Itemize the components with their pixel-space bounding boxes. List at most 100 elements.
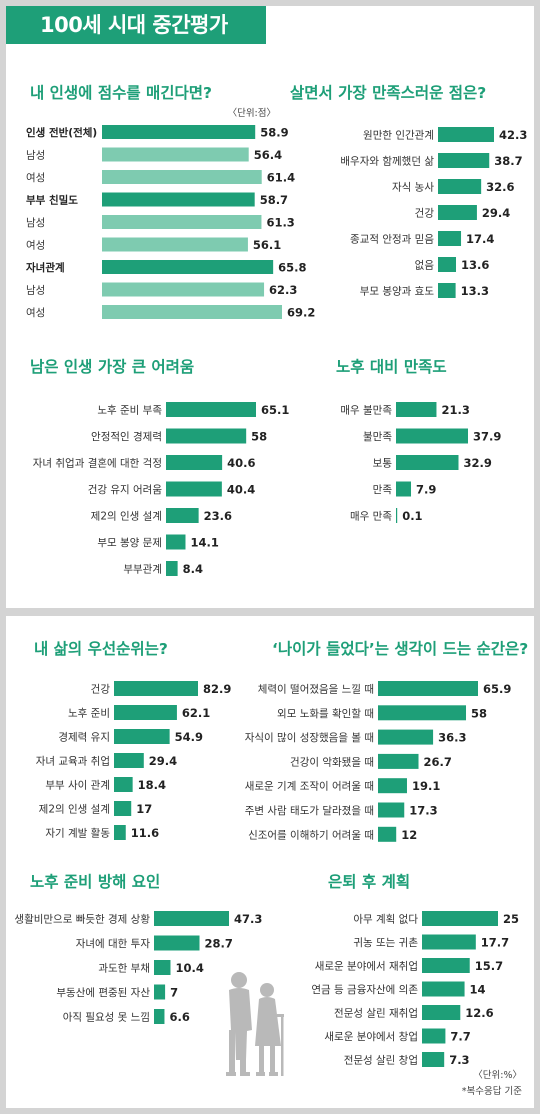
value-label: 7.7 xyxy=(450,1030,470,1044)
chart-title-retire-plan: 은퇴 후 계획 xyxy=(328,872,410,891)
category-label: 자녀에 대한 투자 xyxy=(76,938,151,950)
bar xyxy=(422,911,498,926)
bar xyxy=(396,428,468,444)
value-label: 17 xyxy=(136,802,152,816)
category-label: 주변 사람 태도가 달라졌을 때 xyxy=(245,804,374,817)
bar xyxy=(154,911,229,926)
category-label: 신조어를 이해하기 어려울 때 xyxy=(248,828,374,841)
page-title: 100세 시대 중간평가 xyxy=(6,6,266,44)
value-label: 65.8 xyxy=(278,261,306,275)
elderly-couple-illustration xyxy=(226,972,284,1076)
category-label: 체력이 떨어졌음을 느낄 때 xyxy=(258,683,374,696)
value-label: 17.7 xyxy=(481,936,509,950)
value-label: 14.1 xyxy=(190,536,218,550)
value-label: 17.4 xyxy=(466,232,494,246)
category-label: 과도한 부채 xyxy=(98,963,150,975)
bar xyxy=(422,1028,446,1044)
bar xyxy=(438,179,482,194)
value-label: 15.7 xyxy=(475,959,503,973)
bar xyxy=(102,125,256,139)
bar xyxy=(396,402,437,417)
chart-satisfaction: 원만한 인간관계 42.3 배우자와 함께했던 삶 38.7 자식 농사 32.6 건강 29… xyxy=(340,127,527,298)
value-label: 65.9 xyxy=(483,682,511,696)
category-label: 자식이 많이 성장했음을 볼 때 xyxy=(245,732,374,744)
bar xyxy=(438,283,456,298)
category-label: 부모 봉양 문제 xyxy=(97,537,162,549)
value-label: 14 xyxy=(470,983,486,997)
bar xyxy=(102,147,249,162)
bar xyxy=(422,981,465,997)
chart-title-obstacles: 노후 준비 방해 요인 xyxy=(30,872,160,891)
value-label: 58.9 xyxy=(260,126,288,140)
value-label: 17.3 xyxy=(409,804,437,818)
multi-response-note: *복수응답 기준 xyxy=(462,1085,522,1097)
value-label: 32.9 xyxy=(464,456,492,470)
bar xyxy=(102,260,274,274)
value-label: 7.3 xyxy=(449,1053,469,1067)
unit-note-points: 〈단위:점〉 xyxy=(228,107,276,119)
value-label: 58 xyxy=(251,430,267,444)
value-label: 10.4 xyxy=(175,961,203,975)
bar xyxy=(154,1009,165,1024)
value-label: 0.1 xyxy=(402,509,422,523)
bar xyxy=(378,802,405,818)
category-label: 노후 준비 부족 xyxy=(97,405,162,417)
bar xyxy=(438,127,494,142)
bar xyxy=(422,1005,461,1020)
category-label: 생활비만으로 빠듯한 경제 상황 xyxy=(14,913,150,926)
bar xyxy=(438,231,462,246)
bar xyxy=(396,455,459,470)
value-label: 61.3 xyxy=(266,216,294,230)
bar xyxy=(438,153,490,168)
bar xyxy=(154,960,171,975)
category-label: 남성 xyxy=(26,285,45,297)
value-label: 26.7 xyxy=(424,755,452,769)
bar xyxy=(166,508,199,523)
chart-retire_plan: 아무 계획 없다 25 귀농 또는 귀촌 17.7 새로운 분야에서 재취업 15.7 연금… xyxy=(311,911,519,1067)
category-label: 종교적 안정과 믿음 xyxy=(350,234,434,246)
chart-title-score: 내 인생에 점수를 매긴다면? xyxy=(30,83,212,102)
value-label: 62.1 xyxy=(182,706,210,720)
bar xyxy=(378,778,407,794)
category-label: 노후 준비 xyxy=(68,708,110,720)
category-label: 외모 노화를 확인할 때 xyxy=(277,707,374,720)
bar xyxy=(378,729,434,745)
bar xyxy=(154,984,166,1000)
chart-priority: 건강 82.9 노후 준비 62.1 경제력 유지 54.9 자녀 교육과 취업 29.4 부부… xyxy=(36,681,231,840)
bar xyxy=(102,305,282,319)
value-label: 61.4 xyxy=(267,171,295,185)
value-label: 54.9 xyxy=(175,730,203,744)
category-label: 건강이 악화됐을 때 xyxy=(290,756,374,768)
bar xyxy=(422,934,476,950)
category-label: 연금 등 금융자산에 의존 xyxy=(311,984,418,996)
value-label: 58.7 xyxy=(260,193,288,207)
category-label: 자녀 취업과 결혼에 대한 걱정 xyxy=(33,457,162,470)
bar xyxy=(114,825,126,840)
category-label: 부모 봉양과 효도 xyxy=(360,286,435,298)
category-label: 아직 필요성 못 느낌 xyxy=(63,1012,150,1024)
value-label: 37.9 xyxy=(473,430,501,444)
bar xyxy=(102,215,262,229)
value-label: 56.4 xyxy=(254,148,282,162)
bar xyxy=(422,958,470,973)
category-label: 배우자와 함께했던 삶 xyxy=(340,156,434,168)
value-label: 56.1 xyxy=(253,238,281,252)
bar xyxy=(102,192,255,207)
chart-title-retire-satisfaction: 노후 대비 만족도 xyxy=(336,357,447,376)
value-label: 29.4 xyxy=(149,754,177,768)
bar xyxy=(166,561,178,576)
value-label: 36.3 xyxy=(438,731,466,745)
bar xyxy=(378,753,419,769)
category-label: 남성 xyxy=(26,150,45,162)
category-label: 전문성 살린 창업 xyxy=(344,1054,418,1067)
category-label: 경제력 유지 xyxy=(58,731,110,744)
value-label: 28.7 xyxy=(205,937,233,951)
value-label: 62.3 xyxy=(269,283,297,297)
value-label: 8.4 xyxy=(183,562,203,576)
chart-obstacles: 생활비만으로 빠듯한 경제 상황 47.3 자녀에 대한 투자 28.7 과도한 부채 1… xyxy=(14,911,262,1024)
value-label: 6.6 xyxy=(169,1010,189,1024)
value-label: 40.4 xyxy=(227,483,255,497)
bar xyxy=(166,455,223,470)
value-label: 13.6 xyxy=(461,258,489,272)
chart-difficulty: 노후 준비 부족 65.1 안정적인 경제력 58 자녀 취업과 결혼에 대한 걱정 40… xyxy=(33,402,289,576)
